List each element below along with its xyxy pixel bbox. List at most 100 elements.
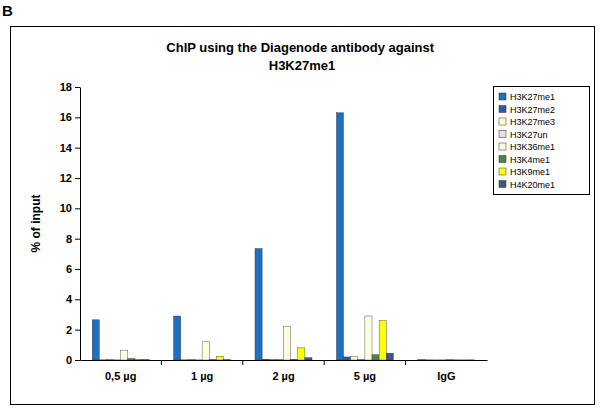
bar xyxy=(372,355,379,360)
bar xyxy=(195,359,202,360)
bar xyxy=(262,359,269,360)
bar xyxy=(106,359,113,360)
y-tick-mark xyxy=(75,299,80,300)
y-tick: 4 xyxy=(66,293,80,305)
x-separator xyxy=(405,360,406,365)
series xyxy=(142,353,475,360)
y-tick-label: 0 xyxy=(66,354,72,366)
y-tick-label: 18 xyxy=(60,81,72,93)
bar xyxy=(291,359,298,360)
legend-swatch xyxy=(499,131,506,138)
y-tick-label: 16 xyxy=(60,111,72,123)
legend-frame xyxy=(494,87,590,195)
bar xyxy=(298,348,305,360)
x-tick-label: 0,5 µg xyxy=(105,370,136,382)
x-separator xyxy=(161,360,162,365)
y-axis-line xyxy=(80,88,81,361)
bar xyxy=(99,359,106,360)
y-axis: 024681012141618 xyxy=(60,81,81,366)
bar xyxy=(305,358,312,360)
bar xyxy=(209,359,216,360)
legend-label: H3K27me1 xyxy=(510,92,555,102)
y-tick: 2 xyxy=(66,324,80,336)
y-tick: 12 xyxy=(60,172,80,184)
bar xyxy=(439,359,446,360)
x-axis: 0,5 µg 1 µg 2 µg 5 µg IgG xyxy=(81,360,488,382)
bar xyxy=(344,357,351,360)
x-tick-label: 5 µg xyxy=(354,370,376,382)
bar xyxy=(425,359,432,360)
x-tick: 2 µg xyxy=(272,360,294,382)
bar xyxy=(276,359,283,360)
x-tick: 5 µg xyxy=(354,360,376,382)
bar xyxy=(336,113,343,360)
bar xyxy=(453,359,460,360)
x-tick-label: 2 µg xyxy=(272,370,294,382)
y-tick-mark xyxy=(75,239,80,240)
series xyxy=(128,355,461,360)
bar xyxy=(418,359,425,360)
y-tick-label: 2 xyxy=(66,324,72,336)
x-tick-label: 1 µg xyxy=(191,370,213,382)
x-tick: 1 µg xyxy=(191,360,213,382)
y-tick: 18 xyxy=(60,81,80,93)
y-tick-mark xyxy=(75,148,80,149)
y-tick-label: 12 xyxy=(60,172,72,184)
y-tick-label: 4 xyxy=(66,293,73,305)
title: ChIP using the Diagenode antibody agains… xyxy=(166,40,437,73)
legend-swatch xyxy=(499,93,506,100)
x-axis-line xyxy=(81,360,488,361)
bar xyxy=(351,356,358,360)
x-tick: 0,5 µg xyxy=(105,360,136,382)
y-tick: 8 xyxy=(66,233,80,245)
bar xyxy=(142,359,149,360)
legend-swatch xyxy=(499,168,506,175)
y-tick-mark xyxy=(75,330,80,331)
series xyxy=(121,316,454,360)
bar xyxy=(284,327,291,360)
y-tick-mark xyxy=(75,117,80,118)
y-tick-mark xyxy=(75,208,80,209)
bar xyxy=(446,359,453,360)
bar xyxy=(379,321,386,360)
x-tick-label: IgG xyxy=(437,370,455,382)
bar xyxy=(202,342,209,360)
legend-label: H3K27me2 xyxy=(510,105,555,115)
bar xyxy=(92,320,99,360)
legend-label: H3K27un xyxy=(510,130,548,140)
bar xyxy=(121,350,128,360)
y-tick: 6 xyxy=(66,263,80,275)
bar xyxy=(114,359,121,360)
legend-label: H3K9me1 xyxy=(510,167,550,177)
legend-label: H3K4me1 xyxy=(510,155,550,165)
y-tick: 0 xyxy=(66,354,80,366)
series xyxy=(114,359,447,360)
bar xyxy=(468,359,475,360)
y-tick-label: 6 xyxy=(66,263,72,275)
y-tick-mark xyxy=(75,360,80,361)
bar xyxy=(216,356,223,360)
legend-swatch xyxy=(499,106,506,113)
legend-label: H3K36me1 xyxy=(510,142,555,152)
legend-swatch xyxy=(499,118,506,125)
y-tick-label: 14 xyxy=(60,142,73,154)
y-tick-label: 8 xyxy=(66,233,72,245)
y-tick-mark xyxy=(75,178,80,179)
y-tick: 14 xyxy=(60,142,80,154)
bar xyxy=(174,316,181,360)
bar xyxy=(128,358,135,360)
x-tick: IgG xyxy=(437,360,455,382)
legend-label: H3K27me3 xyxy=(510,117,555,127)
y-tick: 16 xyxy=(60,111,80,123)
x-separator xyxy=(242,360,243,365)
legend-swatch xyxy=(499,156,506,163)
bar xyxy=(255,249,262,360)
panel-label: B xyxy=(2,2,13,19)
y-tick-mark xyxy=(75,87,80,88)
series xyxy=(135,321,468,360)
plot: 0246810121416180,5 µg1 µg2 µg5 µgIgG xyxy=(60,81,488,382)
bar xyxy=(188,359,195,360)
legend-swatch xyxy=(499,143,506,150)
bar xyxy=(135,359,142,360)
bar xyxy=(223,359,230,360)
